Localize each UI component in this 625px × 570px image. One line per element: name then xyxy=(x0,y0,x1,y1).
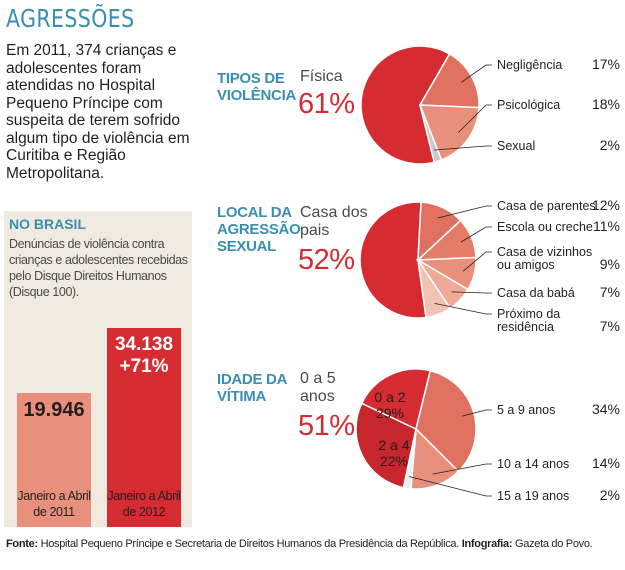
tipos-label-psicologica: Psicológica xyxy=(497,98,560,112)
idade-leader-5-a-9-anos xyxy=(462,409,492,417)
local-value-casa-da-baba: 7% xyxy=(600,284,620,300)
idade-slice-0-a-2 xyxy=(355,402,417,489)
page-title: AGRESSÕES xyxy=(6,4,135,33)
tipos-slice-psicologica xyxy=(418,104,480,161)
local-slice-proximo-da-residencia xyxy=(417,259,452,319)
tipos-leader-psicologica xyxy=(458,104,492,133)
brasil-title: NO BRASIL xyxy=(9,216,86,232)
local-label-casa-de-vizinhos-ou-amigos-1: ou amigos xyxy=(497,258,555,272)
tipos-value-psicologica: 18% xyxy=(592,96,620,112)
bar-2012-label: Janeiro a Abril de 2012 xyxy=(107,489,181,519)
idade-highlight-label: 0 a 5 anos xyxy=(300,370,336,405)
tipos-slice-negligencia xyxy=(418,52,480,109)
local-label-casa-de-parentes: Casa de parentes xyxy=(497,199,596,213)
local-label-casa-da-baba: Casa da babá xyxy=(497,286,575,300)
local-label-casa-de-vizinhos-ou-amigos: Casa de vizinhos xyxy=(497,245,592,259)
tipos-leader-negligencia xyxy=(461,64,492,83)
local-value-casa-de-parentes: 12% xyxy=(592,197,620,213)
idade-value-15-a-19-anos: 2% xyxy=(600,487,620,503)
info-label: Infografia: xyxy=(459,538,513,550)
local-title: LOCAL DA AGRESSÃO SEXUAL xyxy=(217,204,301,255)
idade-label-10-a-14-anos: 10 a 14 anos xyxy=(497,457,569,471)
idade-label-15-a-19-anos: 15 a 19 anos xyxy=(497,489,569,503)
tipos-label-negligencia: Negligência xyxy=(497,58,562,72)
intro-text: Em 2011, 374 crianças e adolescentes for… xyxy=(6,42,190,182)
idade-label-5-a-9-anos: 5 a 9 anos xyxy=(497,403,555,417)
idade-inner-value-2-a-4: 22% xyxy=(380,453,408,469)
idade-highlight-pct: 51% xyxy=(298,410,355,442)
idade-value-10-a-14-anos: 14% xyxy=(592,455,620,471)
info-text: Gazeta do Povo. xyxy=(512,538,593,550)
local-value-casa-de-vizinhos-ou-amigos: 9% xyxy=(600,256,620,272)
local-leader-casa-da-baba xyxy=(451,291,492,294)
tipos-label-sexual: Sexual xyxy=(497,139,535,153)
local-leader-casa-de-vizinhos-ou-amigos xyxy=(462,251,492,272)
local-value-escola-ou-creche: 11% xyxy=(593,218,620,234)
bar-2011 xyxy=(17,393,91,527)
local-label-escola-ou-creche: Escola ou creche xyxy=(497,220,593,234)
local-highlight-pct: 52% xyxy=(298,244,355,276)
idade-slice-10-a-14-anos xyxy=(410,427,460,490)
local-value-proximo-da-residencia: 7% xyxy=(600,318,620,334)
tipos-slice-fisica xyxy=(360,45,451,165)
local-leader-escola-ou-creche xyxy=(460,226,492,243)
idade-title: IDADE DA VÍTIMA xyxy=(217,371,287,405)
tipos-value-sexual: 2% xyxy=(600,137,620,153)
idade-inner-value-0-a-2: 29% xyxy=(376,405,404,421)
bar-2012 xyxy=(107,328,181,527)
bar-2012-value: 34.138 +71% xyxy=(107,334,181,378)
fonte-label: Fonte: xyxy=(6,538,38,550)
idade-leader-15-a-19-anos xyxy=(408,476,492,497)
bar-2012-value-number: 34.138 xyxy=(114,334,174,355)
brasil-description: Denúncias de violência contra crianças e… xyxy=(9,237,188,299)
idade-leader-10-a-14-anos xyxy=(432,463,492,475)
local-slice-casa-dos-pais xyxy=(359,201,427,319)
tipos-leader-sexual xyxy=(434,145,492,151)
local-highlight-label: Casa dos pais xyxy=(300,204,368,239)
tipos-value-negligencia: 17% xyxy=(592,56,620,72)
idade-value-5-a-9-anos: 34% xyxy=(592,401,620,417)
idade-slice-2-a-4 xyxy=(360,368,432,431)
bar-2011-label: Janeiro a Abril de 2011 xyxy=(17,489,91,519)
tipos-slice-sexual xyxy=(419,104,443,164)
local-leader-proximo-da-residencia xyxy=(434,303,492,315)
local-label-proximo-da-residencia: Próximo da xyxy=(497,307,560,321)
tipos-highlight-label: Física xyxy=(300,68,343,85)
source-footer: Fonte: Hospital Pequeno Príncipe e Secre… xyxy=(6,538,625,550)
bar-2012-change: +71% xyxy=(119,356,169,377)
tipos-highlight-pct: 61% xyxy=(298,88,355,120)
idade-inner-label-0-a-2: 0 a 2 xyxy=(374,389,405,405)
bar-2011-value: 19.946 xyxy=(23,399,85,421)
fonte-text: Hospital Pequeno Príncipe e Secretaria d… xyxy=(37,538,460,550)
local-leader-casa-de-parentes xyxy=(437,205,492,219)
local-label-proximo-da-residencia-1: residência xyxy=(497,320,554,334)
tipos-title: TIPOS DE VIOLÊNCIA xyxy=(217,70,296,104)
idade-inner-label-2-a-4: 2 a 4 xyxy=(378,437,409,453)
idade-slice-15-a-19-anos xyxy=(402,428,417,490)
